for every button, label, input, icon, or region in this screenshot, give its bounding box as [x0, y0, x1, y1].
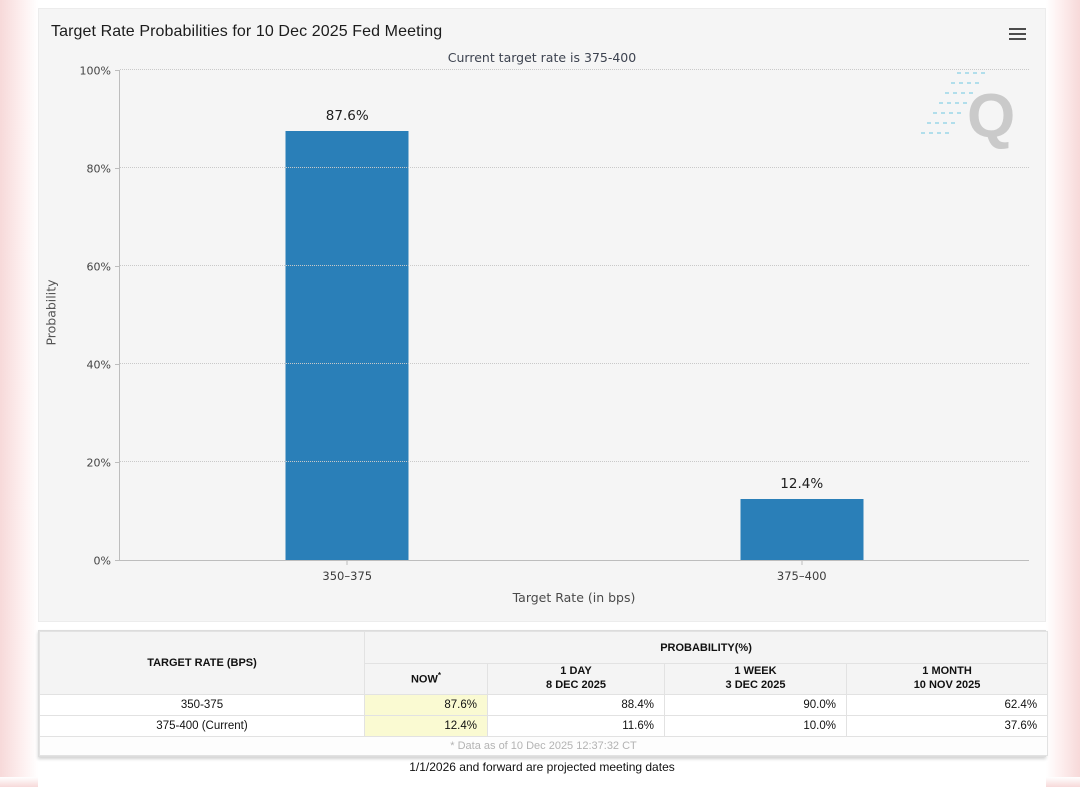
one-day-probability-cell: 11.6% — [487, 715, 665, 737]
y-axis-tick-label: 40% — [86, 358, 111, 371]
y-axis-tick — [115, 559, 120, 561]
column-header-1-day: 1 DAY 8 DEC 2025 — [487, 663, 665, 695]
now-asterisk: * — [437, 670, 441, 680]
gridline — [120, 363, 1029, 364]
gridline — [120, 461, 1029, 462]
bar-group-350-375: 87.6% — [285, 70, 409, 560]
page-edge-right — [1046, 0, 1080, 787]
rate-cell: 350-375 — [39, 694, 365, 716]
chart-panel: Target Rate Probabilities for 10 Dec 202… — [38, 8, 1046, 622]
probability-table: TARGET RATE (BPS) PROBABILITY(%) NOW* 1 … — [38, 631, 1049, 756]
rate-cell: 375-400 (Current) — [39, 715, 365, 737]
probability-table-panel: TARGET RATE (BPS) PROBABILITY(%) NOW* 1 … — [38, 630, 1049, 757]
y-axis-tick — [115, 167, 120, 169]
y-axis-title: Probability — [43, 279, 59, 346]
gridline — [120, 167, 1029, 168]
bar-value-label: 12.4% — [780, 476, 824, 493]
chart-title: Target Rate Probabilities for 10 Dec 202… — [51, 23, 443, 40]
column-header-target-rate: TARGET RATE (BPS) — [39, 631, 365, 695]
fedwatch-widget: Target Rate Probabilities for 10 Dec 202… — [38, 0, 1049, 787]
table-footnote-row: * Data as of 10 Dec 2025 12:37:32 CT — [38, 736, 1049, 756]
gridline — [120, 69, 1029, 70]
y-axis-tick — [115, 69, 120, 71]
gridline — [120, 265, 1029, 266]
x-axis-tick-label: 375–400 — [776, 569, 827, 583]
y-axis-tick — [115, 363, 120, 365]
column-header-now: NOW* — [364, 663, 488, 695]
watermark-letter: Q — [967, 82, 1015, 151]
menu-bar — [1009, 37, 1026, 41]
y-axis-tick-label: 60% — [86, 260, 111, 273]
y-axis-tick-label: 20% — [86, 456, 111, 469]
now-label: NOW — [410, 673, 438, 686]
column-group-header-probability: PROBABILITY(%) — [363, 631, 1049, 664]
y-axis-tick-label: 100% — [79, 64, 111, 77]
quikstrike-logo-watermark: Q — [919, 71, 1029, 156]
data-as-of-footnote: * Data as of 10 Dec 2025 12:37:32 CT — [38, 736, 1049, 756]
x-axis-title: Target Rate (in bps) — [512, 590, 636, 605]
column-header-1-week: 1 WEEK 3 DEC 2025 — [664, 663, 847, 695]
y-axis-tick — [115, 461, 120, 463]
bar-group-375-400: 12.4% — [740, 70, 864, 560]
table-row: 375-400 (Current) 12.4% 11.6% 10.0% 37.6… — [39, 715, 1049, 737]
now-probability-cell: 12.4% — [364, 715, 488, 737]
y-axis-tick-label: 80% — [86, 162, 111, 175]
now-probability-cell: 87.6% — [364, 694, 488, 716]
menu-bar — [1009, 27, 1026, 31]
menu-bar — [1009, 32, 1026, 36]
plot-area: 87.6% 12.4% 0% 20% 40% 60% 80% 100% 350–375 375… — [80, 64, 1029, 583]
one-day-probability-cell: 88.4% — [487, 694, 665, 716]
table-row: 350-375 87.6% 88.4% 90.0% 62.4% — [39, 694, 1049, 716]
x-axis-tick — [801, 560, 803, 565]
one-week-probability-cell: 10.0% — [664, 715, 847, 737]
one-month-probability-cell: 37.6% — [845, 715, 1049, 737]
x-axis-tick — [346, 560, 348, 565]
y-axis-tick — [115, 265, 120, 267]
probability-bar-350-375[interactable] — [285, 130, 409, 560]
page-edge-left — [0, 0, 38, 787]
probability-bar-375-400[interactable] — [740, 499, 864, 560]
y-axis-tick-label: 0% — [93, 554, 111, 567]
hamburger-menu-icon[interactable] — [1007, 25, 1029, 43]
chart-subtitle: Current target rate is 375-400 — [447, 50, 637, 65]
one-week-probability-cell: 90.0% — [664, 694, 847, 716]
one-month-probability-cell: 62.4% — [845, 694, 1049, 716]
x-axis-tick-label: 350–375 — [322, 569, 373, 583]
column-header-1-month: 1 MONTH 10 NOV 2025 — [845, 663, 1049, 695]
projected-dates-note: 1/1/2026 and forward are projected meeti… — [409, 760, 675, 774]
bar-value-label: 87.6% — [325, 107, 369, 124]
